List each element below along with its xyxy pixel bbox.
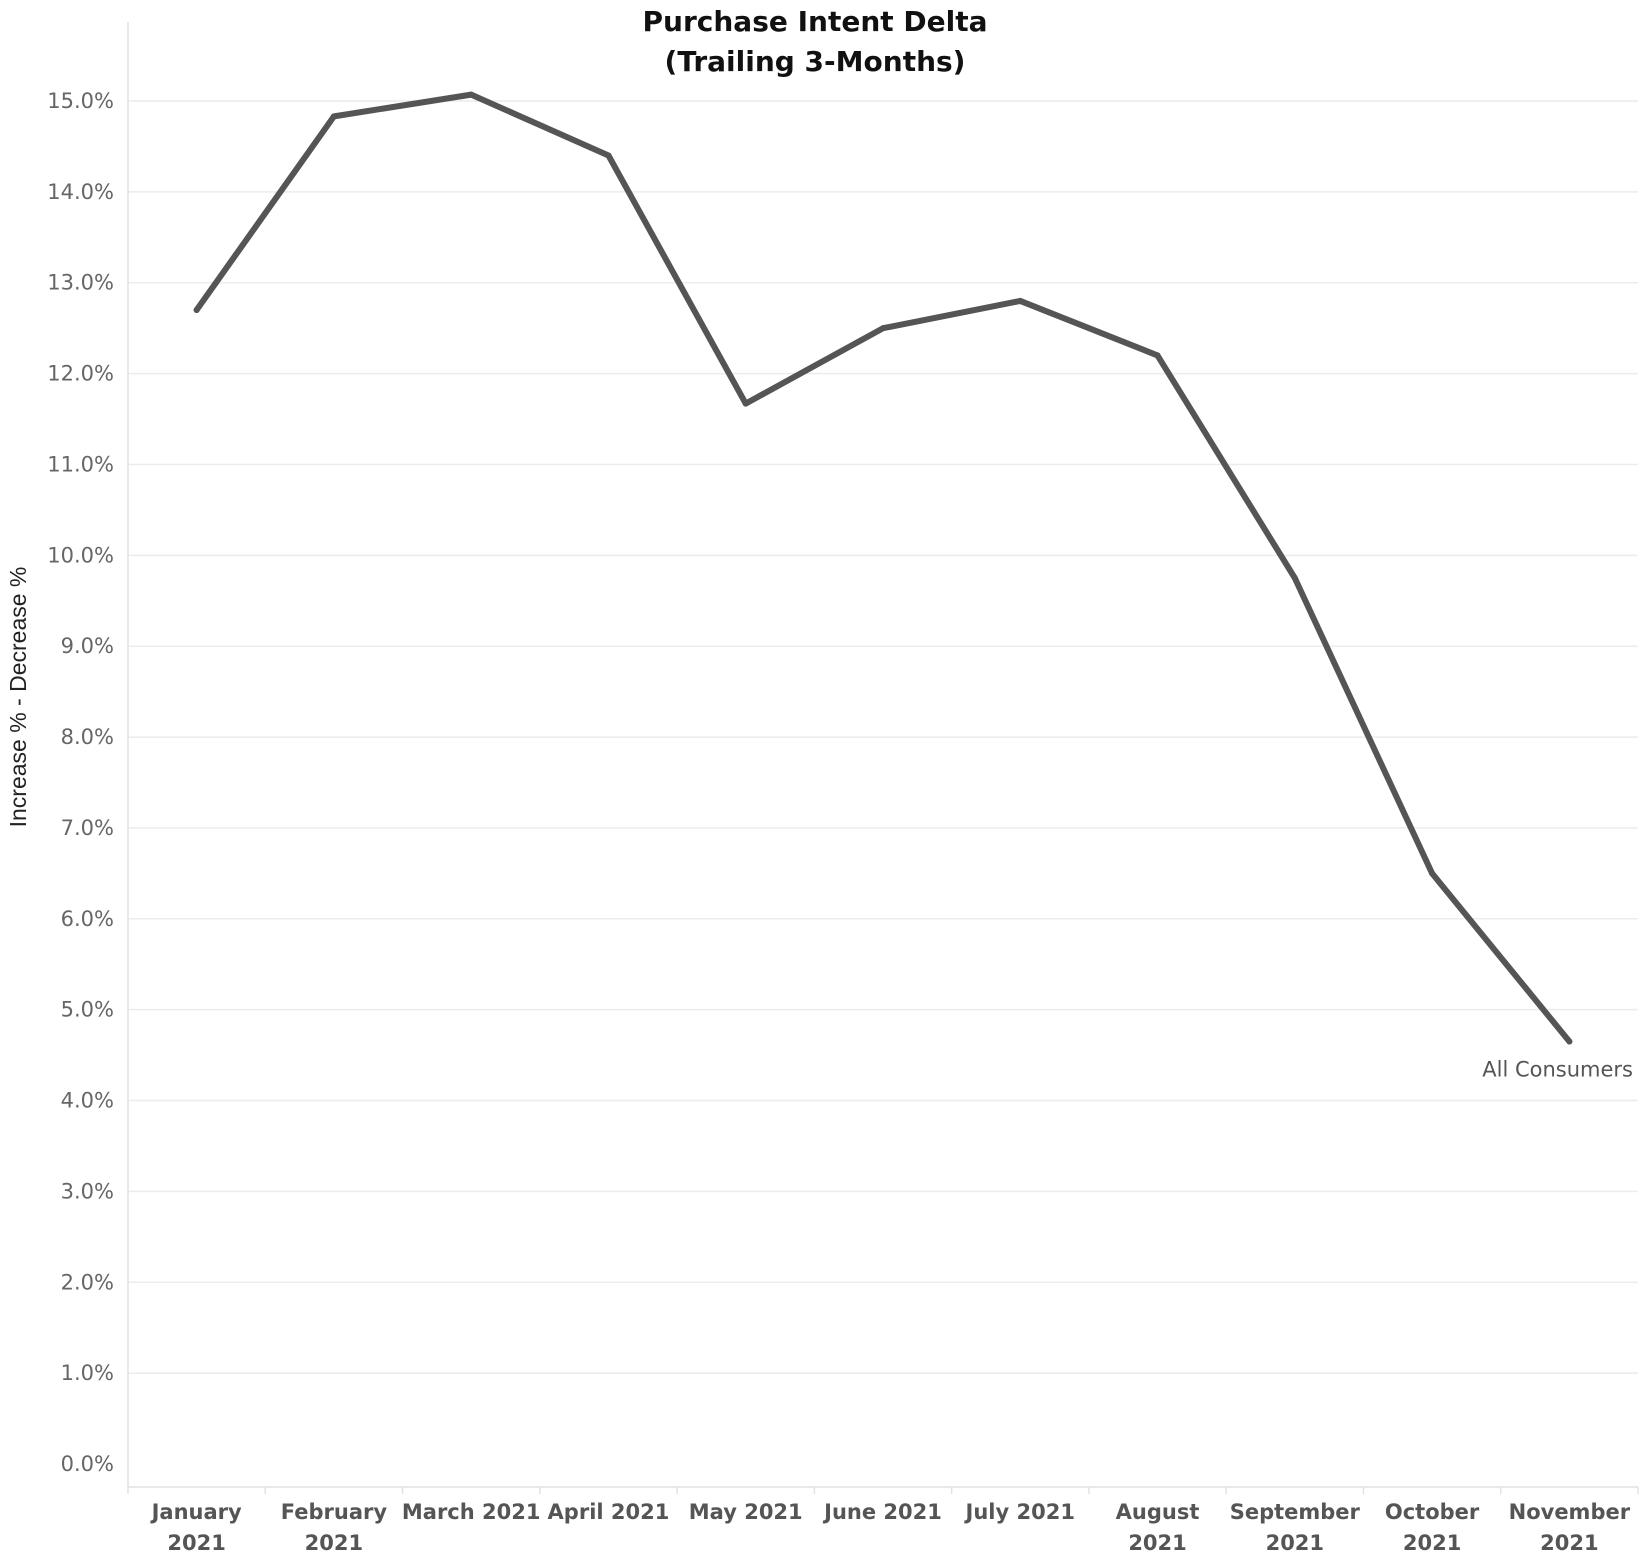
x-tick-label: January 2021 bbox=[150, 1500, 242, 1555]
series-layer: All Consumers bbox=[193, 91, 1633, 1081]
x-tick-label: March 2021 bbox=[402, 1500, 541, 1524]
x-tick-label: April 2021 bbox=[548, 1500, 670, 1524]
x-tick-label: August 2021 bbox=[1116, 1500, 1200, 1555]
series-end-label: All Consumers bbox=[1482, 1057, 1633, 1081]
y-tick-label: 8.0% bbox=[61, 725, 114, 749]
data-point bbox=[1154, 352, 1161, 359]
series-line bbox=[193, 91, 1573, 1045]
y-tick-label: 12.0% bbox=[47, 362, 114, 386]
chart-title: Purchase Intent Delta (Trailing 3-Months… bbox=[643, 5, 988, 78]
x-tick-label: October 2021 bbox=[1385, 1500, 1480, 1555]
x-tick-label: July 2021 bbox=[964, 1500, 1075, 1524]
y-tick-label: 11.0% bbox=[47, 452, 114, 476]
data-point bbox=[880, 325, 886, 332]
gridlines bbox=[128, 100, 1638, 1374]
y-tick-label: 13.0% bbox=[47, 271, 114, 295]
y-tick-label: 1.0% bbox=[61, 1361, 114, 1385]
data-point bbox=[1429, 870, 1436, 877]
data-point bbox=[468, 91, 475, 98]
y-tick-label: 14.0% bbox=[47, 180, 114, 204]
data-point bbox=[605, 152, 612, 159]
y-tick-label: 10.0% bbox=[47, 543, 114, 567]
y-tick-label: 6.0% bbox=[61, 907, 114, 931]
x-axis: January 2021 February 2021 March 2021 April 2… bbox=[127, 22, 1639, 1555]
y-tick-label: 5.0% bbox=[61, 998, 114, 1022]
x-tick-label: February 2021 bbox=[281, 1500, 388, 1555]
y-tick-label: 3.0% bbox=[61, 1179, 114, 1203]
x-tick-label: September 2021 bbox=[1230, 1500, 1361, 1555]
data-point bbox=[1017, 297, 1024, 304]
y-tick-label: 0.0% bbox=[61, 1452, 114, 1476]
chart-title-line-1: Purchase Intent Delta bbox=[643, 5, 988, 38]
data-point bbox=[193, 306, 200, 313]
y-tick-label: 2.0% bbox=[61, 1270, 114, 1294]
data-point bbox=[1291, 575, 1298, 582]
y-tick-label: 9.0% bbox=[61, 634, 114, 658]
data-point bbox=[1566, 1038, 1573, 1045]
x-tick-label: May 2021 bbox=[689, 1500, 803, 1524]
data-point bbox=[742, 400, 749, 407]
data-point bbox=[330, 113, 337, 120]
chart-title-line-2: (Trailing 3-Months) bbox=[665, 45, 966, 78]
x-tick-label: June 2021 bbox=[822, 1500, 942, 1524]
x-tick-label: November 2021 bbox=[1509, 1500, 1631, 1555]
y-tick-label: 7.0% bbox=[61, 816, 114, 840]
y-tick-label: 4.0% bbox=[61, 1089, 114, 1113]
y-tick-label: 15.0% bbox=[47, 89, 114, 113]
y-axis-label: Increase % - Decrease % bbox=[5, 567, 31, 828]
y-axis-ticks: 0.0% 1.0% 2.0% 3.0% 4.0% 5.0% 6.0% 7.0% 8.0% 9.0%… bbox=[47, 89, 114, 1476]
